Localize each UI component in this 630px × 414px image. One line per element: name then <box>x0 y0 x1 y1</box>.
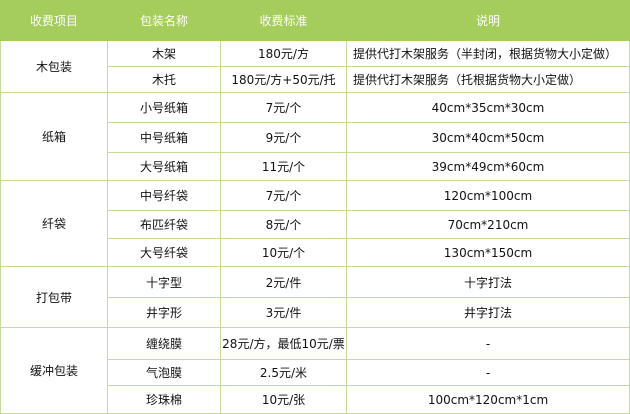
fee-cell: 11元/个 <box>220 152 347 181</box>
package-name-cell: 中号纸箱 <box>107 122 221 153</box>
package-name-cell: 珍珠棉 <box>107 385 221 414</box>
description-cell: 提供代打木架服务（半封闭，根据货物大小定做） <box>346 40 630 67</box>
package-name-cell: 木架 <box>107 40 221 67</box>
description-cell: 100cm*120cm*1cm <box>346 385 630 414</box>
fee-cell: 180元/方+50元/托 <box>220 66 347 93</box>
table-row: 大号纤袋 10元/个 130cm*150cm <box>1 238 630 267</box>
category-cell: 纸箱 <box>0 92 108 181</box>
fee-cell: 10元/张 <box>220 385 347 414</box>
description-cell: 120cm*100cm <box>346 180 630 211</box>
header-package-name: 包装名称 <box>107 0 221 41</box>
package-name-cell: 布匹纤袋 <box>107 210 221 239</box>
package-name-cell: 中号纤袋 <box>107 180 221 211</box>
package-name-cell: 大号纸箱 <box>107 152 221 181</box>
description-cell: 40cm*35cm*30cm <box>346 92 630 123</box>
category-cell: 木包装 <box>0 40 108 93</box>
category-cell: 纤袋 <box>0 180 108 267</box>
table-row: 木包装 木架 180元/方 提供代打木架服务（半封闭，根据货物大小定做） <box>0 40 630 93</box>
package-name-cell: 小号纸箱 <box>107 92 221 123</box>
table-row: 打包带 十字型 2元/件 十字打法 <box>0 266 630 328</box>
fee-cell: 7元/个 <box>220 92 347 123</box>
table-row: 布匹纤袋 8元/个 70cm*210cm <box>1 210 630 239</box>
table-row: 纤袋 中号纤袋 7元/个 120cm*100cm <box>0 180 630 267</box>
description-cell: 130cm*150cm <box>346 238 630 267</box>
header-fee: 收费标准 <box>220 0 347 41</box>
package-name-cell: 十字型 <box>107 266 221 298</box>
fee-cell: 8元/个 <box>220 210 347 239</box>
fee-cell: 9元/个 <box>220 122 347 153</box>
fee-cell: 10元/个 <box>220 238 347 267</box>
table-row: 木托 180元/方+50元/托 提供代打木架服务（托根据货物大小定做） <box>1 66 630 93</box>
package-name-cell: 木托 <box>107 66 221 93</box>
fee-cell: 180元/方 <box>220 40 347 67</box>
header-row: 收费项目 包装名称 收费标准 说明 <box>0 0 630 41</box>
table-row: 纸箱 小号纸箱 7元/个 40cm*35cm*30cm <box>0 92 630 181</box>
table-row: 中号纸箱 9元/个 30cm*40cm*50cm <box>1 122 630 153</box>
fee-cell: 28元/方，最低10元/票 <box>220 327 347 360</box>
header-category: 收费项目 <box>0 0 108 41</box>
table-row: 大号纸箱 11元/个 39cm*49cm*60cm <box>1 152 630 181</box>
description-cell: 提供代打木架服务（托根据货物大小定做） <box>346 66 630 93</box>
description-cell: 39cm*49cm*60cm <box>346 152 630 181</box>
fee-cell: 2元/件 <box>220 266 347 298</box>
description-cell: 30cm*40cm*50cm <box>346 122 630 153</box>
category-cell: 打包带 <box>0 266 108 328</box>
package-name-cell: 大号纤袋 <box>107 238 221 267</box>
category-cell: 缓冲包装 <box>0 327 108 414</box>
description-cell: - <box>346 359 630 386</box>
description-cell: - <box>346 327 630 360</box>
fee-cell: 3元/件 <box>220 297 347 328</box>
package-name-cell: 气泡膜 <box>107 359 221 386</box>
fee-cell: 2.5元/米 <box>220 359 347 386</box>
description-cell: 井字打法 <box>346 297 630 328</box>
fee-cell: 7元/个 <box>220 180 347 211</box>
table-row: 气泡膜 2.5元/米 - <box>1 359 630 386</box>
package-name-cell: 缠绕膜 <box>107 327 221 360</box>
package-name-cell: 井字形 <box>107 297 221 328</box>
description-cell: 70cm*210cm <box>346 210 630 239</box>
header-description: 说明 <box>346 0 630 41</box>
table-row: 缓冲包装 缠绕膜 28元/方，最低10元/票 - <box>0 327 630 414</box>
description-cell: 十字打法 <box>346 266 630 298</box>
